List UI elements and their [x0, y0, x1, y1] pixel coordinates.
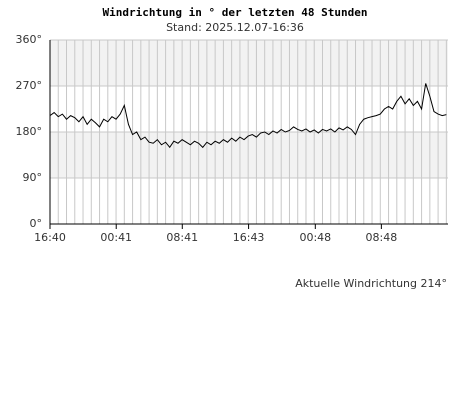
- annotation: Aktuelle Windrichtung 214°: [295, 277, 447, 290]
- y-tick-label: 90°: [23, 171, 43, 184]
- chart-subtitle: Stand: 2025.12.07-16:36: [166, 21, 304, 34]
- x-tick-label: 00:48: [299, 231, 331, 244]
- y-tick-label: 180°: [16, 125, 43, 138]
- x-tick-label: 00:41: [100, 231, 132, 244]
- x-tick-label: 08:48: [366, 231, 398, 244]
- x-tick-label: 08:41: [166, 231, 198, 244]
- x-tick-label: 16:43: [233, 231, 265, 244]
- x-tick-label: 16:40: [34, 231, 66, 244]
- y-tick-label: 270°: [16, 79, 43, 92]
- y-tick-label: 360°: [16, 33, 43, 46]
- y-tick-label: 0°: [30, 217, 43, 230]
- line: [49, 83, 447, 149]
- chart-title: Windrichtung in ° der letzten 48 Stunden: [103, 6, 368, 19]
